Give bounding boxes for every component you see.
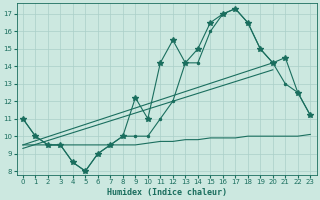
X-axis label: Humidex (Indice chaleur): Humidex (Indice chaleur) — [107, 188, 227, 197]
